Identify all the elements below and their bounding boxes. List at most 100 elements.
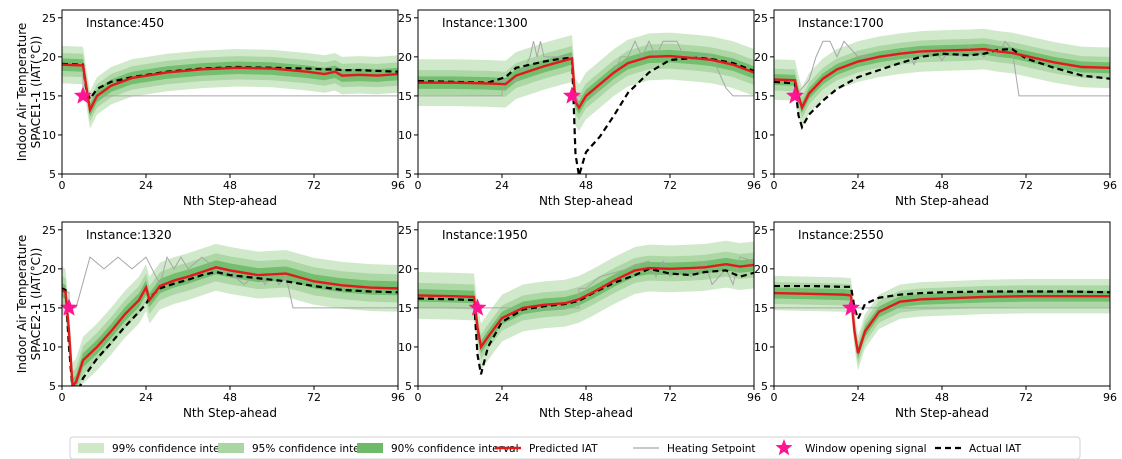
ci-band-95 <box>418 43 754 121</box>
legend-entry: 99% confidence interval <box>78 443 240 455</box>
legend-label: Actual IAT <box>969 443 1022 455</box>
y-axis-label-line: SPACE2-1 (IAT(°C)) <box>29 248 43 361</box>
legend-label: Window opening signal <box>805 443 927 455</box>
y-tick-label: 25 <box>398 12 412 25</box>
y-tick-label: 25 <box>754 12 768 25</box>
actual-iat-line <box>774 47 1110 130</box>
y-tick-label: 5 <box>761 380 768 393</box>
plot-area <box>62 243 398 386</box>
y-tick-label: 20 <box>754 51 768 64</box>
y-tick-label: 10 <box>398 129 412 142</box>
legend-label: Heating Setpoint <box>667 443 756 455</box>
window-opening-star <box>59 298 79 316</box>
ci-band-90 <box>418 257 754 354</box>
window-opening-star <box>562 86 582 104</box>
x-tick-label: 48 <box>935 391 949 404</box>
panel-title: Instance:2550 <box>798 228 884 242</box>
panel-5: 0 24 48 72 96 5 10 15 20 25 Nth Step-ahead Instance… <box>398 221 761 420</box>
plot-area <box>774 275 1110 371</box>
y-tick-label: 10 <box>42 341 56 354</box>
window-opening-star <box>73 86 93 104</box>
plot-area <box>774 28 1110 130</box>
predicted-iat-line <box>418 262 754 351</box>
y-tick-label: 25 <box>398 224 412 237</box>
legend-swatch <box>775 439 793 456</box>
y-tick-label: 5 <box>49 168 56 181</box>
x-tick-label: 72 <box>663 391 677 404</box>
x-tick-label: 0 <box>415 391 422 404</box>
predicted-iat-line <box>418 54 754 110</box>
y-tick-label: 25 <box>754 224 768 237</box>
y-tick-label: 20 <box>42 51 56 64</box>
x-tick-label: 0 <box>771 179 778 192</box>
predicted-iat-line <box>62 63 398 114</box>
x-tick-label: 48 <box>579 391 593 404</box>
x-tick-label: 72 <box>307 179 321 192</box>
y-axis-label-line: SPACE1-1 (IAT(°C)) <box>29 36 43 149</box>
x-tick-label: 72 <box>307 391 321 404</box>
legend-entry: Window opening signal <box>775 439 927 456</box>
legend-swatch <box>357 443 383 453</box>
x-tick-label: 24 <box>495 391 509 404</box>
y-axis-label-line: Indoor Air Temperature <box>15 235 29 374</box>
y-tick-label: 15 <box>754 302 768 315</box>
legend-entry: Predicted IAT <box>495 443 598 455</box>
x-axis-label: Nth Step-ahead <box>183 406 277 420</box>
legend: 99% confidence interval 95% confidence in… <box>69 436 1081 459</box>
ci-band-95 <box>418 251 754 360</box>
plot-area <box>418 240 754 375</box>
legend-label: Predicted IAT <box>529 443 598 455</box>
x-tick-label: 24 <box>495 179 509 192</box>
x-tick-label: 72 <box>1019 391 1033 404</box>
x-tick-label: 0 <box>59 179 66 192</box>
legend-label: 99% confidence interval <box>112 443 240 455</box>
y-tick-label: 15 <box>754 90 768 103</box>
panel-2: 0 24 48 72 96 5 10 15 20 25 Nth Step-ahead Instance… <box>398 9 761 208</box>
x-tick-label: 24 <box>851 391 865 404</box>
x-tick-label: 48 <box>223 391 237 404</box>
y-tick-label: 15 <box>42 90 56 103</box>
y-axis-label-row-1: Indoor Air TemperatureSPACE1-1 (IAT(°C)) <box>15 23 43 162</box>
x-tick-label: 96 <box>747 391 761 404</box>
x-tick-label: 48 <box>579 179 593 192</box>
y-tick-label: 25 <box>42 224 56 237</box>
actual-iat-line <box>774 284 1110 322</box>
y-tick-label: 20 <box>398 263 412 276</box>
legend-label: 90% confidence interval <box>391 443 519 455</box>
x-tick-label: 72 <box>1019 179 1033 192</box>
x-tick-label: 96 <box>391 179 405 192</box>
x-axis-label: Nth Step-ahead <box>539 194 633 208</box>
y-tick-label: 20 <box>754 263 768 276</box>
legend-entry: Actual IAT <box>935 443 1022 455</box>
y-tick-label: 5 <box>49 380 56 393</box>
legend-swatch <box>78 443 104 453</box>
x-axis-label: Nth Step-ahead <box>539 406 633 420</box>
ci-band-90 <box>418 49 754 114</box>
panel-6: 0 24 48 72 96 5 10 15 20 25 Nth Step-ahead Instance… <box>754 221 1117 420</box>
y-tick-label: 20 <box>398 51 412 64</box>
x-tick-label: 0 <box>771 391 778 404</box>
legend-entry: Heating Setpoint <box>633 443 756 455</box>
panel-1: 0 24 48 72 96 5 10 15 20 25 Nth Step-ahead Instance… <box>42 9 405 208</box>
x-tick-label: 96 <box>1103 391 1117 404</box>
legend-entry: 95% confidence interval <box>218 443 380 455</box>
panel-title: Instance:1300 <box>442 16 528 30</box>
legend-swatch <box>218 443 244 453</box>
y-tick-label: 5 <box>405 168 412 181</box>
x-tick-label: 96 <box>747 179 761 192</box>
panel-title: Instance:1950 <box>442 228 528 242</box>
row-ylabels: Indoor Air TemperatureSPACE1-1 (IAT(°C))… <box>15 23 43 374</box>
panel-title: Instance:1320 <box>86 228 172 242</box>
y-tick-label: 10 <box>754 341 768 354</box>
y-tick-label: 20 <box>42 263 56 276</box>
y-tick-label: 15 <box>42 302 56 315</box>
y-tick-label: 10 <box>754 129 768 142</box>
x-axis-label: Nth Step-ahead <box>895 194 989 208</box>
y-tick-label: 5 <box>761 168 768 181</box>
y-tick-label: 5 <box>405 380 412 393</box>
window-opening-star <box>841 298 861 316</box>
setpoint-line <box>418 256 754 309</box>
legend-label: 95% confidence interval <box>252 443 380 455</box>
window-opening-star <box>785 86 805 104</box>
